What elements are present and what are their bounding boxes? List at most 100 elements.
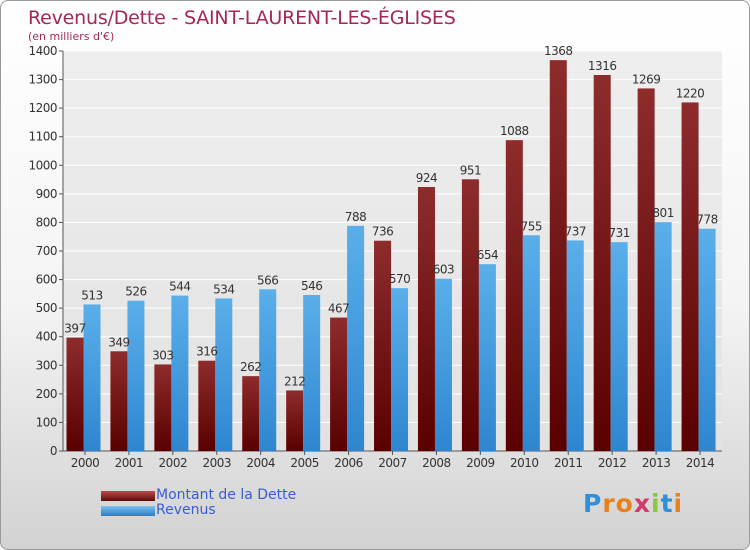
data-label-revenus: 570 bbox=[389, 272, 410, 286]
data-label-dette: 262 bbox=[240, 360, 261, 374]
x-tick-label: 2009 bbox=[466, 456, 495, 470]
bar-revenus bbox=[347, 225, 365, 451]
bar-revenus bbox=[610, 242, 628, 451]
y-tick-label: 200 bbox=[36, 387, 57, 401]
data-label-dette: 467 bbox=[328, 302, 349, 316]
data-label-revenus: 801 bbox=[652, 206, 673, 220]
data-label-dette: 1088 bbox=[500, 124, 529, 138]
bar-revenus bbox=[698, 228, 716, 451]
bar-dette bbox=[461, 179, 479, 452]
y-tick-label: 900 bbox=[36, 187, 57, 201]
bar-dette bbox=[66, 337, 84, 451]
logo-letter: o bbox=[615, 489, 634, 518]
y-tick-label: 0 bbox=[50, 444, 57, 458]
bar-revenus bbox=[522, 235, 540, 451]
data-label-dette: 212 bbox=[284, 374, 305, 388]
legend-swatch-revenus bbox=[101, 506, 155, 516]
x-tick-label: 2001 bbox=[115, 456, 144, 470]
bar-revenus bbox=[127, 300, 145, 451]
x-tick-label: 2006 bbox=[334, 456, 363, 470]
data-label-revenus: 731 bbox=[608, 226, 629, 240]
data-label-revenus: 778 bbox=[696, 213, 717, 227]
bar-revenus bbox=[478, 264, 496, 451]
data-label-revenus: 788 bbox=[345, 210, 366, 224]
bar-dette bbox=[374, 240, 392, 451]
data-label-revenus: 566 bbox=[257, 273, 278, 287]
y-tick-label: 300 bbox=[36, 358, 57, 372]
bar-dette bbox=[681, 102, 699, 451]
bar-revenus bbox=[434, 278, 452, 451]
bar-dette bbox=[286, 390, 304, 451]
y-tick-label: 500 bbox=[36, 301, 57, 315]
x-tick-label: 2013 bbox=[642, 456, 671, 470]
data-label-dette: 349 bbox=[108, 335, 129, 349]
y-tick-label: 1000 bbox=[28, 158, 57, 172]
y-tick-label: 100 bbox=[36, 415, 57, 429]
x-tick-label: 2014 bbox=[686, 456, 715, 470]
y-tick-label: 1200 bbox=[28, 101, 57, 115]
data-label-dette: 316 bbox=[196, 345, 217, 359]
legend-swatch-dette bbox=[101, 491, 155, 501]
data-label-revenus: 737 bbox=[565, 224, 586, 238]
logo-letter: x bbox=[633, 489, 651, 518]
data-label-dette: 951 bbox=[460, 163, 481, 177]
bar-dette bbox=[110, 351, 128, 451]
bar-dette bbox=[637, 88, 655, 451]
bar-revenus bbox=[303, 295, 321, 451]
data-label-revenus: 546 bbox=[301, 279, 322, 293]
proxiti-logo: Proxiti bbox=[583, 489, 683, 518]
x-tick-label: 2003 bbox=[202, 456, 231, 470]
bar-dette bbox=[198, 360, 216, 451]
data-label-revenus: 654 bbox=[477, 248, 498, 262]
y-tick-label: 1100 bbox=[28, 130, 57, 144]
legend-label-dette: Montant de la Dette bbox=[156, 487, 297, 503]
chart-subtitle: (en milliers d'€) bbox=[28, 30, 115, 43]
bar-revenus bbox=[259, 289, 277, 451]
data-label-revenus: 513 bbox=[81, 288, 102, 302]
data-label-revenus: 755 bbox=[521, 219, 542, 233]
x-tick-label: 2005 bbox=[290, 456, 319, 470]
x-tick-label: 2010 bbox=[510, 456, 539, 470]
data-label-dette: 303 bbox=[152, 348, 173, 362]
data-label-dette: 1368 bbox=[544, 44, 573, 58]
legend-label-revenus: Revenus bbox=[156, 502, 216, 518]
data-label-revenus: 603 bbox=[433, 263, 454, 277]
y-tick-label: 700 bbox=[36, 244, 57, 258]
bar-revenus bbox=[171, 295, 189, 451]
bar-revenus bbox=[391, 288, 409, 451]
bar-revenus bbox=[215, 298, 233, 451]
logo-letter: t bbox=[660, 489, 674, 518]
logo-letter: i bbox=[651, 489, 661, 518]
bar-revenus bbox=[566, 240, 584, 451]
bar-dette bbox=[417, 187, 435, 451]
data-label-dette: 1220 bbox=[676, 86, 705, 100]
bar-revenus bbox=[83, 304, 101, 451]
bar-dette bbox=[593, 75, 611, 451]
x-tick-label: 2012 bbox=[598, 456, 627, 470]
x-tick-label: 2002 bbox=[159, 456, 188, 470]
logo-letter: r bbox=[602, 489, 616, 518]
x-tick-label: 2000 bbox=[71, 456, 100, 470]
data-label-revenus: 544 bbox=[169, 280, 190, 294]
y-tick-label: 400 bbox=[36, 330, 57, 344]
x-tick-label: 2008 bbox=[422, 456, 451, 470]
bar-dette bbox=[154, 364, 172, 451]
data-label-dette: 397 bbox=[64, 322, 85, 336]
x-tick-label: 2007 bbox=[378, 456, 407, 470]
y-tick-label: 600 bbox=[36, 273, 57, 287]
data-label-dette: 1269 bbox=[632, 72, 661, 86]
bar-dette bbox=[505, 140, 523, 451]
bar-revenus bbox=[654, 222, 672, 451]
logo-letter: P bbox=[583, 489, 603, 518]
data-label-dette: 924 bbox=[416, 171, 437, 185]
y-tick-label: 1400 bbox=[28, 44, 57, 58]
data-label-revenus: 534 bbox=[213, 282, 234, 296]
data-label-dette: 736 bbox=[372, 225, 393, 239]
x-tick-label: 2004 bbox=[246, 456, 275, 470]
data-label-revenus: 526 bbox=[125, 285, 146, 299]
data-label-dette: 1316 bbox=[588, 59, 617, 73]
x-tick-label: 2011 bbox=[554, 456, 583, 470]
bar-dette bbox=[330, 317, 348, 451]
